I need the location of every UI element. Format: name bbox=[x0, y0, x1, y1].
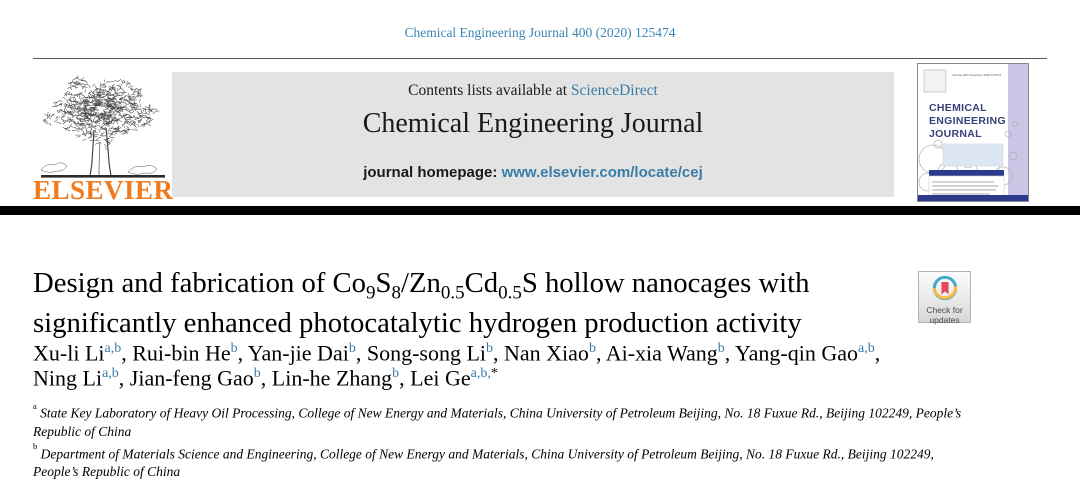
svg-text:Volume 400 November 2020 1: Volume 400 November 2020 125474 bbox=[952, 73, 1001, 77]
svg-text:JOURNAL: JOURNAL bbox=[929, 128, 982, 140]
svg-text:CHEMICAL: CHEMICAL bbox=[929, 102, 987, 114]
svg-text:ENGINEERING: ENGINEERING bbox=[929, 115, 1006, 127]
